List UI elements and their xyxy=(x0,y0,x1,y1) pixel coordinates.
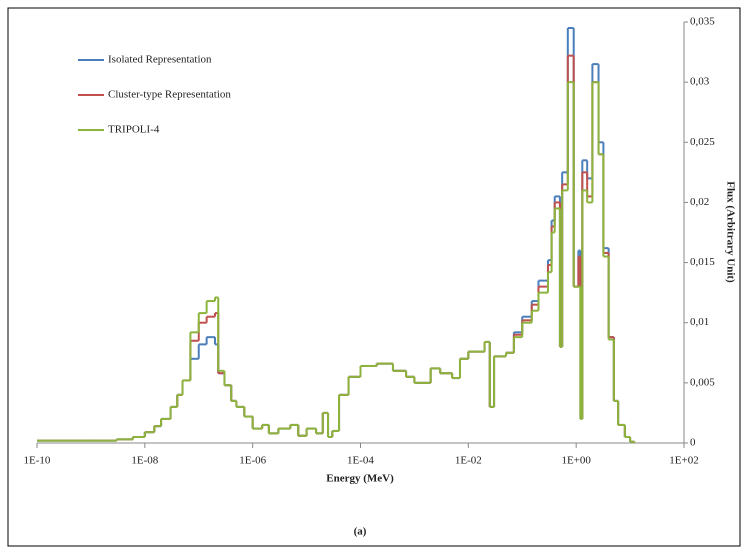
legend-label: Isolated Representation xyxy=(108,54,212,66)
y-tick-label: 0,005 xyxy=(690,376,715,388)
y-tick-label: 0,02 xyxy=(690,196,709,208)
y-tick-label: 0,025 xyxy=(690,136,715,148)
y-axis-title: Flux (Arbitrary Unit) xyxy=(724,181,736,283)
x-tick-label: 1E-10 xyxy=(24,455,51,467)
y-tick-label: 0,015 xyxy=(690,256,715,268)
caption: (a) xyxy=(354,526,367,538)
y-tick-label: 0,01 xyxy=(690,316,709,328)
x-tick-label: 1E-06 xyxy=(239,455,266,467)
frame xyxy=(7,7,741,547)
legend-label: Cluster-type Representation xyxy=(108,89,231,101)
x-tick-label: 1E-02 xyxy=(455,455,482,467)
y-tick-label: 0 xyxy=(690,437,696,449)
y-tick-label: 0,03 xyxy=(690,76,710,88)
x-tick-label: 1E-08 xyxy=(131,455,158,467)
legend-label: TRIPOLI-4 xyxy=(108,124,160,136)
x-tick-label: 1E+00 xyxy=(561,455,591,467)
y-tick-label: 0,035 xyxy=(690,16,715,28)
x-tick-label: 1E+02 xyxy=(669,455,698,467)
x-axis-title: Energy (MeV) xyxy=(326,473,394,485)
x-tick-label: 1E-04 xyxy=(347,455,374,467)
